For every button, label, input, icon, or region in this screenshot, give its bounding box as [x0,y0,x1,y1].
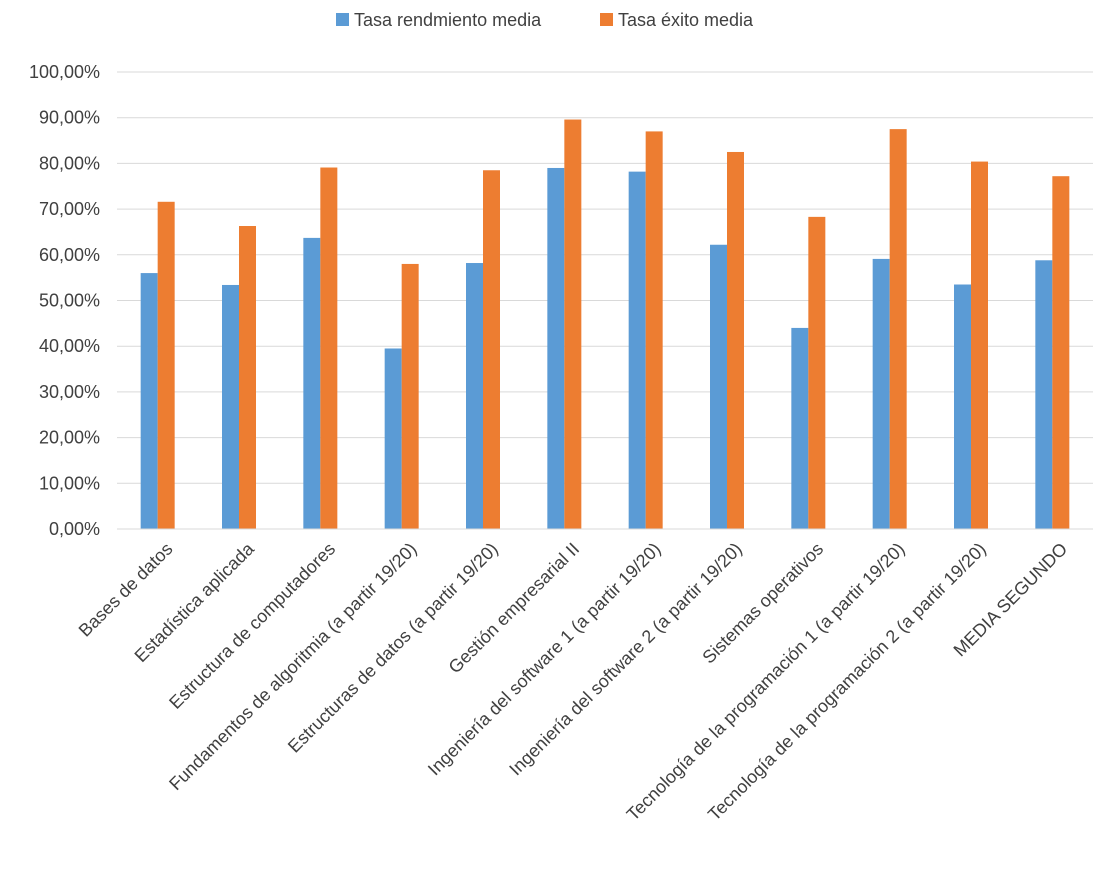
bar-tasa-exito [157,201,175,529]
bars [140,119,1070,530]
bar-tasa-exito [645,131,663,529]
y-tick-label: 70,00% [39,199,100,219]
bar-tasa-rendimiento [384,348,402,529]
bar-tasa-rendimiento [1035,260,1053,529]
bar-tasa-exito [889,129,907,529]
bar-tasa-exito [239,226,256,529]
y-tick-label: 30,00% [39,382,100,402]
y-tick-label: 0,00% [49,519,100,539]
bar-tasa-rendimiento [547,167,565,529]
x-category-label: Tecnología de la programación 2 (a parti… [704,539,990,825]
y-tick-label: 90,00% [39,108,100,128]
y-tick-label: 40,00% [39,336,100,356]
bar-tasa-rendimiento [140,273,158,529]
bar-tasa-exito [483,170,500,529]
bar-tasa-rendimiento [303,237,321,530]
bar-tasa-rendimiento [710,244,727,529]
y-tick-label: 60,00% [39,245,100,265]
bar-tasa-exito [971,161,988,529]
bar-tasa-exito [808,216,826,529]
bar-tasa-rendimiento [954,284,971,529]
x-category-label: Gestión empresarial II [445,539,584,678]
legend-swatch [600,13,613,26]
legend-item-tasa-rendimiento: Tasa rendmiento media [354,10,542,30]
bar-tasa-exito [1052,176,1070,530]
bar-tasa-exito [320,167,338,529]
y-tick-label: 20,00% [39,428,100,448]
bar-tasa-rendimiento [466,263,483,529]
bar-tasa-rendimiento [791,327,809,529]
y-tick-label: 100,00% [29,62,100,82]
legend: Tasa rendmiento media Tasa éxito media [336,10,754,30]
y-tick-label: 80,00% [39,153,100,173]
bar-tasa-rendimiento [222,284,239,529]
bar-tasa-exito [727,151,744,529]
x-category-label: Estructura de computadores [165,539,339,713]
bar-tasa-exito [564,119,582,529]
y-tick-label: 50,00% [39,291,100,311]
y-axis-tick-labels: 0,00% 10,00% 20,00% 30,00% 40,00% 50,00% 60,00… [29,62,100,539]
gridlines [117,71,1093,484]
bar-tasa-rendimiento [628,171,646,529]
x-category-label: Tecnología de la programación 1 (a parti… [623,539,909,825]
bar-tasa-rendimiento [872,258,890,529]
y-tick-label: 10,00% [39,473,100,493]
legend-item-tasa-exito: Tasa éxito media [618,10,754,30]
bar-tasa-exito [401,263,419,529]
legend-swatch [336,13,349,26]
